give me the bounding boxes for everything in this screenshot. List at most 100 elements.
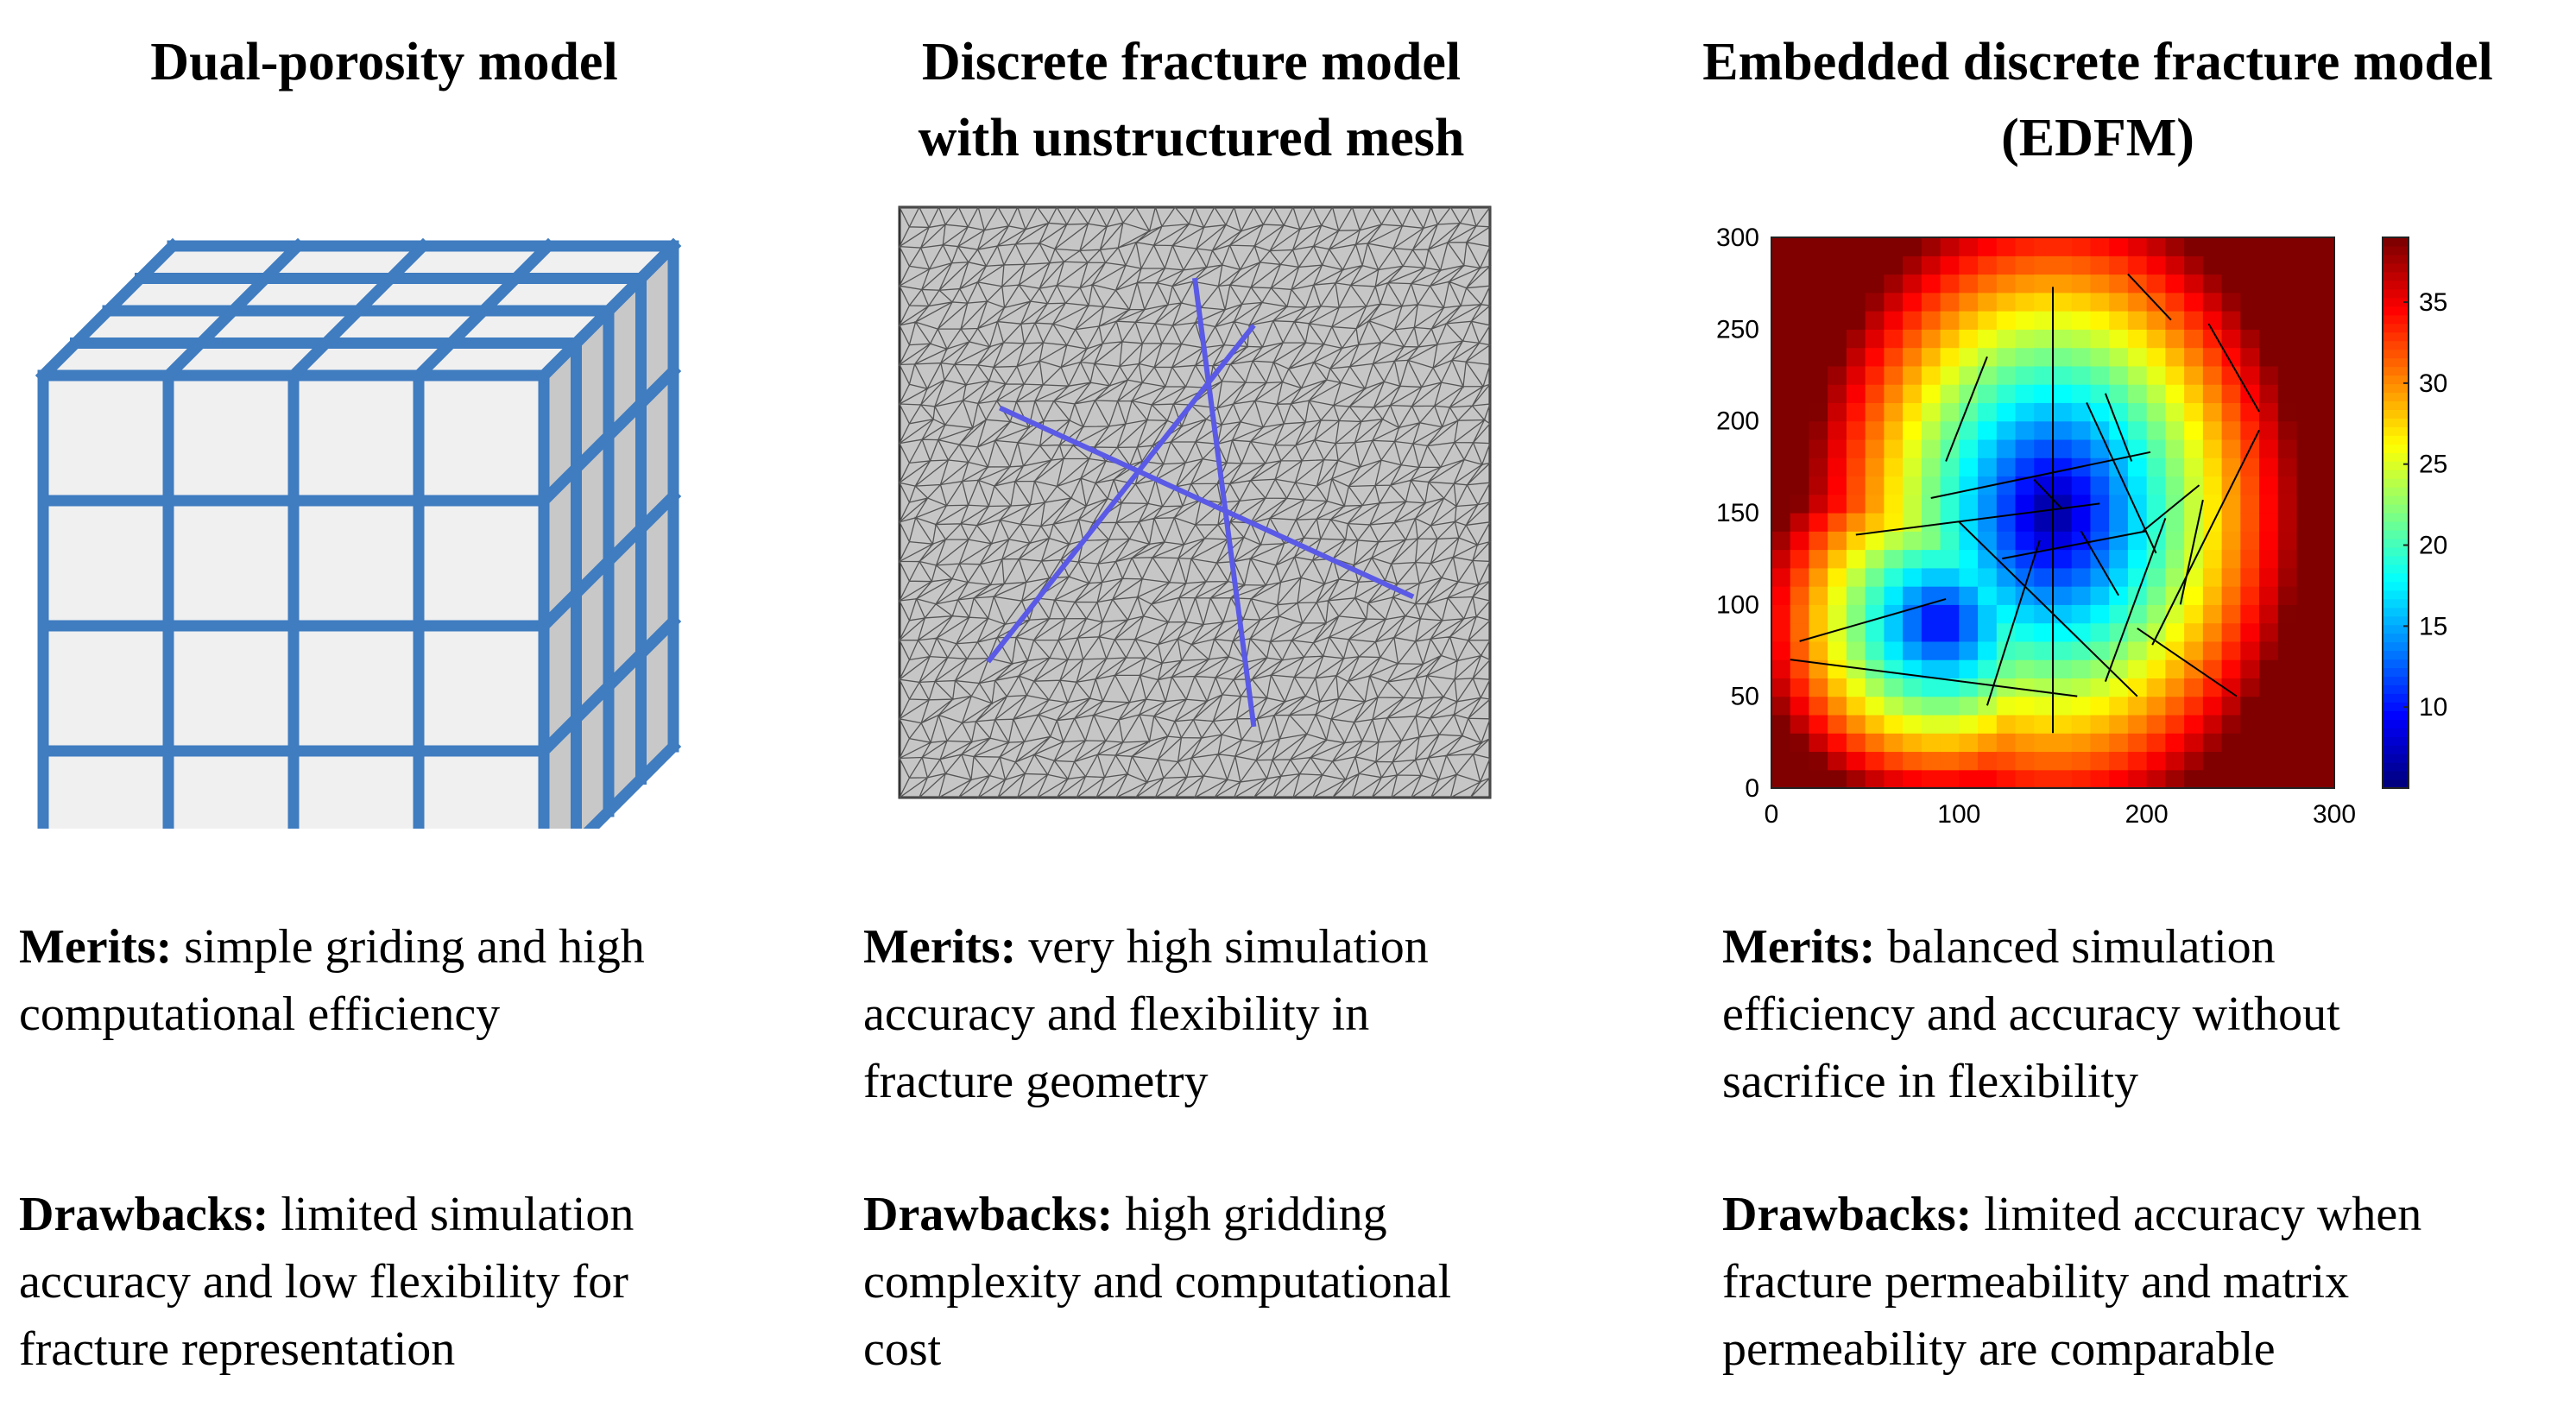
heatmap-cell — [2277, 329, 2298, 349]
heatmap-cell — [2053, 274, 2073, 293]
heatmap-cell — [2053, 365, 2073, 385]
heatmap-cell — [1884, 292, 1904, 312]
heatmap-cell — [2127, 714, 2148, 734]
heatmap-cell — [2015, 457, 2035, 477]
heatmap-cell — [1959, 567, 1979, 587]
heatmap-cell — [2053, 586, 2073, 605]
heatmap-cell — [2221, 751, 2241, 771]
colorbar-swatch — [2383, 650, 2409, 660]
heatmap-cell — [1828, 513, 1847, 532]
heatmap-cell — [2259, 769, 2279, 789]
merits-dual-porosity: Merits: simple griding and high computat… — [19, 920, 645, 1041]
heatmap-cell — [1959, 384, 1979, 403]
heatmap-cell — [2053, 255, 2073, 275]
colorbar-swatch — [2383, 306, 2409, 316]
heatmap-cell — [1903, 531, 1923, 551]
heatmap-cell — [1921, 696, 1941, 716]
heatmap-cell — [1940, 549, 1960, 569]
heatmap-cell — [2315, 640, 2335, 660]
heatmap-cell — [2259, 549, 2279, 569]
colorbar-swatch — [2383, 641, 2409, 652]
colorbar-swatch — [2383, 470, 2409, 479]
heatmap-cell — [2315, 476, 2335, 495]
heatmap-cell — [1884, 622, 1904, 642]
heatmap-cell — [1809, 384, 1828, 403]
colorbar-tick-label: 15 — [2419, 612, 2447, 640]
colorbar-swatch — [2383, 564, 2409, 574]
heatmap-cell — [1903, 311, 1923, 330]
colorbar-swatch — [2383, 736, 2409, 746]
heatmap-cell — [1771, 622, 1791, 642]
heatmap-cell — [2090, 237, 2110, 256]
heatmap-cell — [1846, 751, 1866, 771]
heatmap-cell — [2109, 696, 2129, 716]
heatmap-cell — [2315, 678, 2335, 697]
heatmap-cell — [2221, 384, 2241, 403]
heatmap-cell — [2146, 457, 2166, 477]
heatmap-cell — [1996, 347, 2017, 367]
heatmap-cell — [1846, 329, 1866, 349]
heatmap-cell — [1771, 549, 1791, 569]
heatmap-cell — [1790, 329, 1810, 349]
heatmap-cell — [2146, 384, 2166, 403]
heatmap-cell — [1978, 549, 1998, 569]
heatmap-cell — [2127, 513, 2148, 532]
front-cell — [294, 751, 419, 829]
heatmap-cell — [2071, 659, 2092, 678]
heatmap-cell — [1940, 586, 1960, 605]
heatmap-cell — [1940, 255, 1960, 275]
colorbar-swatch — [2383, 444, 2409, 453]
heatmap-frame — [1771, 237, 2335, 789]
heatmap-cell — [2127, 365, 2148, 385]
heatmap-cell — [1921, 751, 1941, 771]
heatmap-cell — [2090, 604, 2110, 624]
colorbar-swatch — [2383, 598, 2409, 609]
grid-line — [410, 237, 557, 384]
drawbacks-label: Drawbacks: — [19, 1188, 269, 1241]
heatmap-cell — [2259, 476, 2279, 495]
heatmap-cell — [1959, 365, 1979, 385]
heatmap-cell — [1978, 586, 1998, 605]
colorbar-swatch — [2383, 314, 2409, 325]
heatmap-cell — [1771, 678, 1791, 697]
heatmap-cell — [2259, 567, 2279, 587]
heatmap-cell — [2146, 329, 2166, 349]
heatmap-cell — [2277, 604, 2298, 624]
side-cell — [641, 496, 673, 654]
heatmap-cell — [1790, 549, 1810, 569]
heatmap-fracture-line — [2086, 401, 2157, 554]
heatmap-cell — [1959, 438, 1979, 458]
heatmap-cell — [2202, 329, 2223, 349]
heatmap-cell — [2202, 438, 2223, 458]
heatmap-cell — [1884, 751, 1904, 771]
heatmap-cell — [2053, 659, 2073, 678]
heatmap-cell — [1903, 769, 1923, 789]
heatmap-cell — [1996, 365, 2017, 385]
heatmap-cell — [1828, 476, 1847, 495]
heatmap-cell — [1884, 494, 1904, 514]
heatmap-fracture-line — [2151, 429, 2260, 646]
heatmap-cell — [1903, 751, 1923, 771]
top-cell — [168, 343, 326, 375]
colorbar-swatch — [2383, 520, 2409, 531]
heatmap-cell — [2165, 438, 2185, 458]
heatmap-cell — [1865, 549, 1885, 569]
heatmap-cell — [2034, 365, 2054, 385]
heatmap-cell — [2090, 292, 2110, 312]
heatmap-cell — [2277, 402, 2298, 422]
heatmap-cell — [1959, 769, 1979, 789]
heatmap-cell — [1884, 733, 1904, 753]
heatmap-cell — [1790, 255, 1810, 275]
heatmap-cell — [1940, 292, 1960, 312]
heatmap-cell — [2146, 311, 2166, 330]
top-cell — [200, 311, 358, 344]
heatmap-cell — [1884, 678, 1904, 697]
heatmap-cell — [2090, 402, 2110, 422]
x-tick-label: 200 — [2125, 800, 2169, 829]
heatmap-cell — [1978, 255, 1998, 275]
heatmap-cell — [1771, 237, 1791, 256]
heatmap-cell — [2315, 255, 2335, 275]
heatmap-cell — [1996, 531, 2017, 551]
heatmap-cell — [1846, 640, 1866, 660]
colorbar-swatch — [2383, 409, 2409, 419]
